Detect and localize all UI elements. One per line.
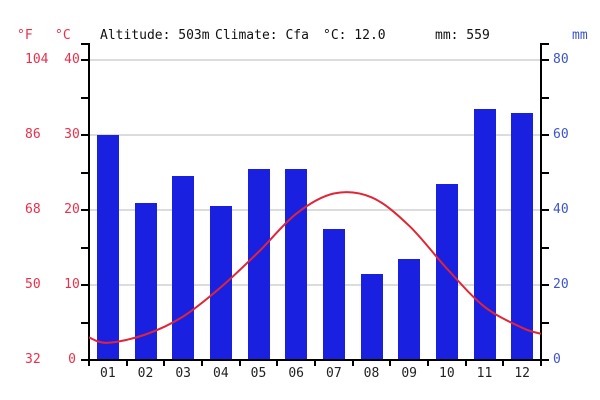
fahrenheit-tick-label: 32 [25,352,41,367]
mm-tick-label: 20 [553,277,569,292]
altitude-label: Altitude: 503m [100,28,210,43]
month-label-11: 11 [476,366,493,381]
precip-bar-06 [285,168,308,360]
month-label-03: 03 [175,366,191,381]
climate-class-label: Climate: Cfa [215,28,309,43]
fahrenheit-axis-title: °F [17,28,33,43]
celsius-tick-label: 10 [64,277,80,292]
left-tick-40 [81,59,88,61]
bottom-tick-9 [427,360,429,366]
bottom-tick-10 [464,360,467,366]
bottom-tick-6 [314,360,316,366]
total-precipitation-label: mm: 559 [435,28,490,43]
right-tick-60 [542,134,549,136]
temperature-line [88,191,542,344]
bottom-tick-2 [163,360,166,366]
left-tick-0 [81,359,88,361]
celsius-tick-label: 0 [68,352,76,367]
bottom-tick-7 [351,360,354,366]
bottom-tick-3 [201,360,203,366]
y-axis-right [540,43,542,360]
right-tick-0 [542,359,549,361]
left-tick-25 [81,171,88,174]
mm-tick-label: 80 [553,52,569,67]
celsius-tick-label: 20 [64,202,80,217]
precip-bar-05 [247,168,270,360]
bottom-tick-8 [389,360,392,366]
gridline-30 [89,134,541,136]
month-label-12: 12 [514,366,530,381]
right-tick-40 [542,209,549,211]
bottom-tick-1 [125,360,128,366]
mm-axis-title: mm [572,28,588,43]
precip-bar-10 [435,183,458,360]
precip-bar-08 [360,273,383,360]
month-label-07: 07 [326,366,342,381]
precip-bar-12 [511,112,534,360]
gridline-20 [89,209,541,211]
y-axis-left [88,43,90,360]
bottom-tick-11 [502,360,505,366]
left-tick-15 [81,246,88,249]
mm-tick-label: 0 [553,352,561,367]
bottom-tick-0 [88,360,90,366]
mean-temperature-label: °C: 12.0 [323,28,386,43]
gridline-40 [89,59,541,61]
fahrenheit-tick-label: 50 [25,277,41,292]
mm-tick-label: 40 [553,202,569,217]
precip-bar-02 [134,202,157,360]
left-tick-top [81,43,88,45]
month-label-09: 09 [401,366,417,381]
gridline-10 [89,284,541,286]
left-tick-30 [81,134,88,136]
right-tick-80 [542,59,549,61]
right-tick-10 [542,321,549,324]
precip-bar-04 [209,206,232,360]
precip-bar-01 [96,135,119,360]
bottom-tick-12 [540,360,542,366]
right-tick-20 [542,284,549,286]
right-tick-30 [542,246,549,249]
month-label-06: 06 [288,366,304,381]
right-tick-top [542,43,549,45]
left-tick-10 [81,284,88,286]
month-label-10: 10 [439,366,455,381]
left-tick-5 [81,321,88,324]
celsius-tick-label: 40 [64,52,80,67]
precip-bar-07 [322,228,345,360]
fahrenheit-tick-label: 68 [25,202,41,217]
celsius-axis-title: °C [55,28,71,43]
mm-tick-label: 60 [553,127,569,142]
precip-bar-11 [473,108,496,360]
bottom-tick-4 [238,360,241,366]
fahrenheit-tick-label: 86 [25,127,41,142]
month-label-01: 01 [100,366,116,381]
right-tick-50 [542,171,549,174]
month-label-08: 08 [363,366,380,381]
right-tick-70 [542,96,549,99]
celsius-tick-label: 30 [64,127,80,142]
left-tick-20 [81,209,88,211]
month-label-04: 04 [213,366,229,381]
precip-bar-09 [398,258,421,360]
left-tick-35 [81,96,88,99]
bottom-tick-5 [276,360,279,366]
month-label-02: 02 [137,366,154,381]
month-label-05: 05 [250,366,267,381]
fahrenheit-tick-label: 104 [25,52,49,67]
